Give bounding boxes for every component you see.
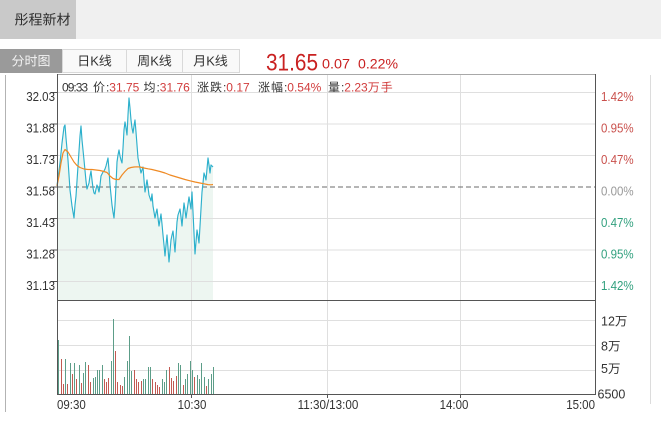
svg-text::: : — [284, 81, 287, 95]
svg-text:09:33: 09:33 — [62, 81, 88, 95]
svg-text:0.47%: 0.47% — [601, 153, 634, 167]
svg-text::: : — [157, 81, 160, 95]
svg-text:0.00%: 0.00% — [601, 185, 634, 199]
svg-text:0.17: 0.17 — [226, 81, 250, 95]
svg-text::: : — [106, 81, 109, 95]
svg-text:11:30/13:00: 11:30/13:00 — [298, 398, 359, 412]
svg-text:0.95%: 0.95% — [601, 122, 634, 136]
svg-text:31.13: 31.13 — [26, 279, 55, 293]
svg-text:K: K — [90, 54, 99, 69]
svg-text:31.65: 31.65 — [266, 50, 318, 77]
svg-text:8: 8 — [601, 340, 608, 354]
svg-text:1.42%: 1.42% — [601, 90, 634, 104]
svg-text:31.76: 31.76 — [160, 81, 190, 95]
svg-text:31.73: 31.73 — [26, 153, 55, 167]
svg-text:0.22%: 0.22% — [358, 56, 398, 72]
svg-text:31.88: 31.88 — [26, 122, 55, 136]
svg-text:0.54%: 0.54% — [287, 81, 321, 95]
svg-text:31.75: 31.75 — [109, 81, 139, 95]
svg-text:12: 12 — [601, 315, 615, 329]
svg-text:15:00: 15:00 — [566, 398, 595, 412]
svg-text:14:00: 14:00 — [440, 398, 469, 412]
svg-text:K: K — [150, 54, 159, 69]
svg-text:5: 5 — [601, 362, 608, 376]
svg-text:6500: 6500 — [598, 388, 626, 402]
svg-text:0.07: 0.07 — [322, 56, 350, 72]
svg-text:0.47%: 0.47% — [601, 216, 634, 230]
svg-text::: : — [341, 81, 344, 95]
svg-text::: : — [223, 81, 226, 95]
svg-text:09:30: 09:30 — [57, 398, 86, 412]
svg-text:10:30: 10:30 — [178, 398, 207, 412]
svg-text:1.42%: 1.42% — [601, 279, 634, 293]
svg-text:31.28: 31.28 — [26, 248, 55, 262]
svg-text:32.03: 32.03 — [26, 90, 55, 104]
svg-text:31.43: 31.43 — [26, 216, 55, 230]
svg-text:2.23: 2.23 — [344, 81, 368, 95]
svg-text:31.58: 31.58 — [26, 185, 55, 199]
svg-text:K: K — [206, 54, 215, 69]
svg-text:0.95%: 0.95% — [601, 248, 634, 262]
